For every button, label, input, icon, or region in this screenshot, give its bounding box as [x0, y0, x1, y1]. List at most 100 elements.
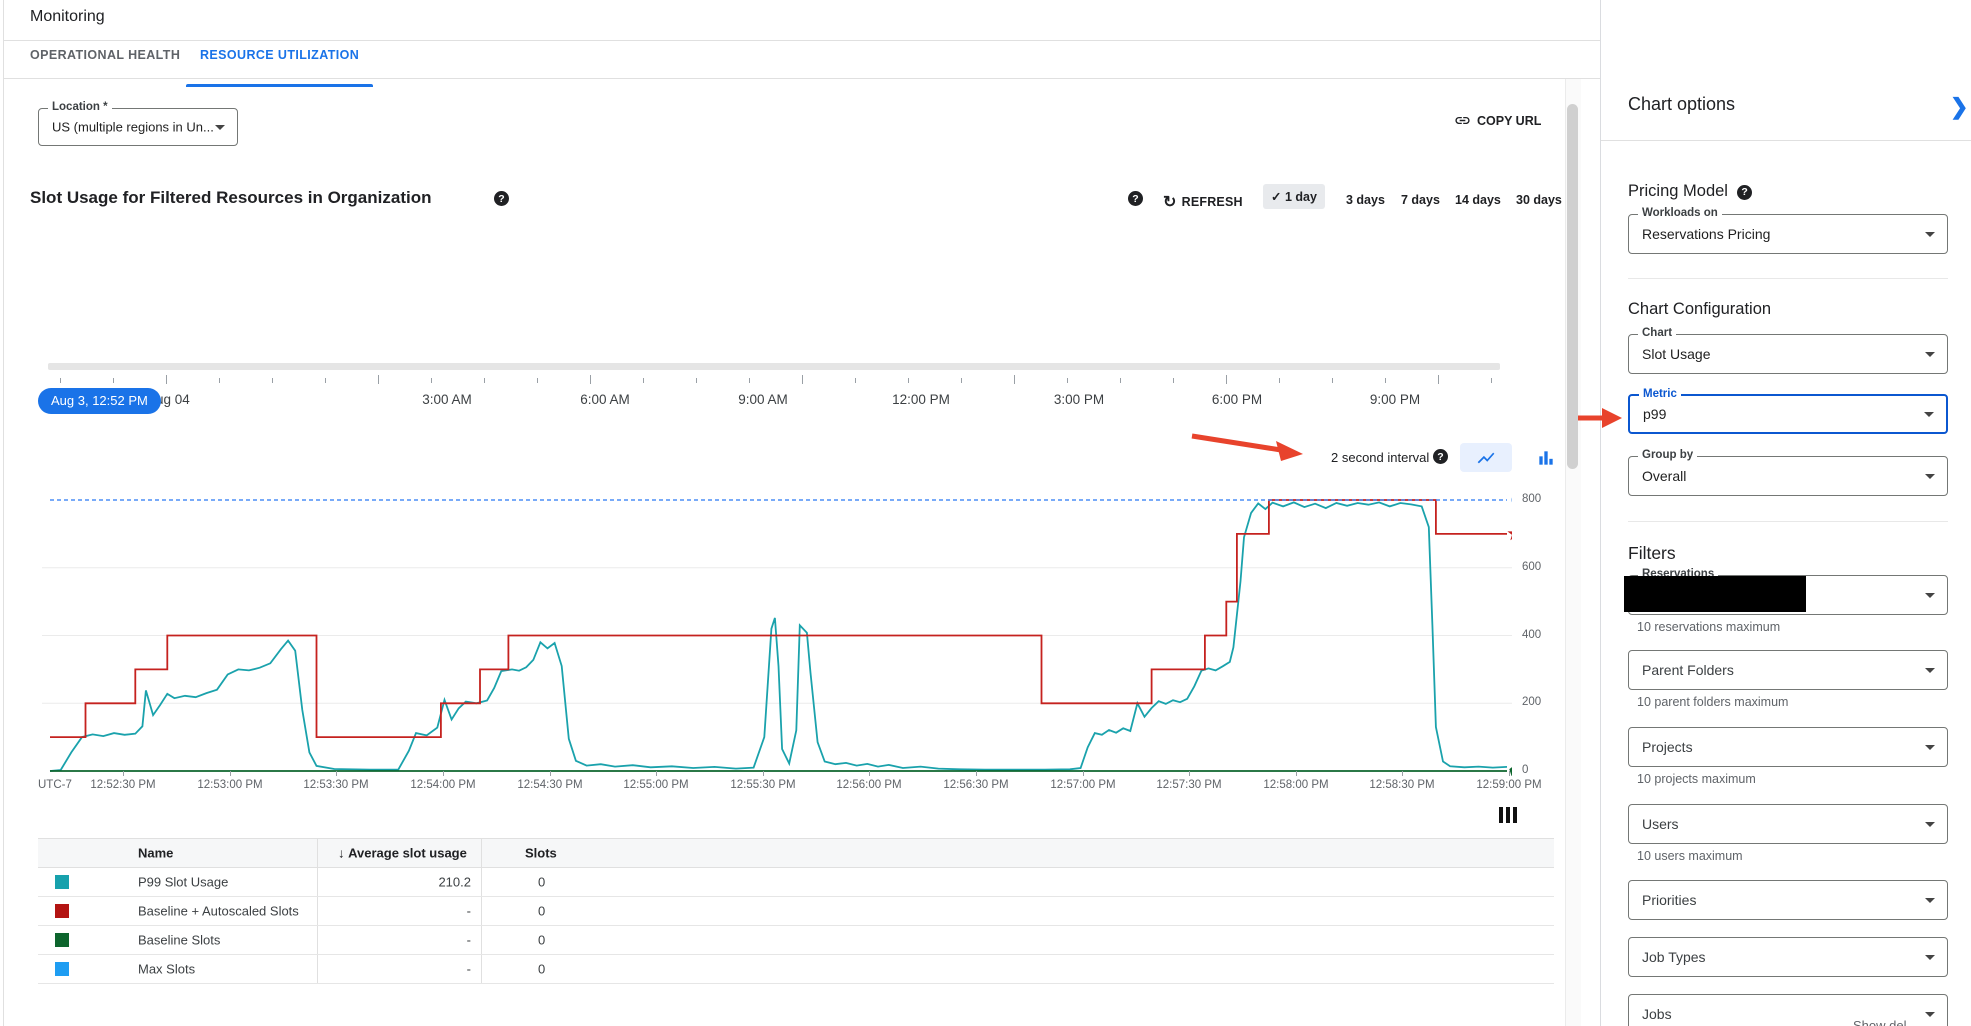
chevron-down-icon: [1925, 593, 1935, 598]
line-chart-icon: [1477, 452, 1495, 463]
filter-select-priorities[interactable]: Priorities: [1628, 880, 1948, 920]
panel-left-border: [1600, 0, 1601, 1026]
chevron-down-icon: [1925, 352, 1935, 357]
cell-name: P99 Slot Usage: [138, 874, 229, 890]
workloads-select[interactable]: Workloads on Reservations Pricing: [1628, 207, 1948, 254]
interval-help-icon[interactable]: ?: [1433, 449, 1448, 464]
timeline-position-chip[interactable]: Aug 3, 12:52 PM: [38, 388, 161, 414]
series-baseline-autoscaled-slots: [50, 499, 1507, 739]
interval-label: 2 second interval: [1331, 450, 1430, 465]
copy-url-label: COPY URL: [1477, 113, 1542, 128]
table-row[interactable]: P99 Slot Usage 210.2 0: [38, 868, 1554, 897]
cell-name: Max Slots: [138, 961, 196, 977]
range-30-days[interactable]: 30 days: [1516, 193, 1562, 207]
chevron-down-icon: [1925, 955, 1935, 960]
pricing-model-heading: Pricing Model ?: [1628, 182, 1753, 201]
x-axis-label-3: 12:54:00 PM: [410, 779, 476, 791]
refresh-button[interactable]: ↻ REFRESH: [1163, 192, 1243, 212]
timeline-brush[interactable]: [48, 363, 1500, 370]
chevron-down-icon: [1925, 898, 1935, 903]
chevron-down-icon: [1925, 668, 1935, 673]
chart-title: Slot Usage for Filtered Resources in Org…: [30, 188, 432, 207]
refresh-help-icon[interactable]: ?: [1128, 191, 1143, 206]
select-metric[interactable]: Metric p99: [1628, 388, 1948, 434]
chevron-down-icon: [1925, 232, 1935, 237]
table-row[interactable]: Baseline Slots - 0: [38, 926, 1554, 955]
columns-icon: [1499, 807, 1503, 823]
table-row[interactable]: Baseline + Autoscaled Slots - 0: [38, 897, 1554, 926]
x-axis-label-13: 12:59:00 PM: [1476, 779, 1542, 791]
range-14-days[interactable]: 14 days: [1455, 193, 1501, 207]
y-axis-label-200: 200: [1522, 696, 1542, 708]
range-3-days[interactable]: 3 days: [1346, 193, 1385, 207]
panel-collapse-chevron-icon[interactable]: ❯: [1950, 94, 1969, 119]
y-axis-label-400: 400: [1522, 629, 1542, 641]
x-axis-label-0: 12:52:30 PM: [90, 779, 156, 791]
cell-name: Baseline Slots: [138, 932, 221, 948]
tab-resource-utilization[interactable]: RESOURCE UTILIZATION: [186, 48, 374, 87]
filter-helper-reservations: 10 reservations maximum: [1637, 620, 1781, 634]
header-divider: [3, 40, 1600, 41]
location-label: Location *: [48, 101, 112, 113]
chevron-down-icon: [1925, 474, 1935, 479]
refresh-icon: ↻: [1163, 194, 1177, 211]
cell-average: 210.2: [438, 874, 471, 890]
filter-select-projects[interactable]: Projects: [1628, 727, 1948, 767]
x-axis-label-4: 12:54:30 PM: [517, 779, 583, 791]
refresh-label: REFRESH: [1181, 195, 1243, 209]
x-axis-label-12: 12:58:30 PM: [1369, 779, 1435, 791]
slot-usage-chart[interactable]: [42, 488, 1512, 788]
timeline-label-2: 6:00 AM: [580, 392, 630, 407]
column-header-name[interactable]: Name: [138, 845, 174, 861]
cell-slots: 0: [538, 961, 546, 977]
partial-bottom-text: Show del: [1853, 1018, 1907, 1026]
timeline-label-3: 9:00 AM: [738, 392, 788, 407]
pricing-help-icon[interactable]: ?: [1737, 184, 1753, 200]
timeline-label-7: 9:00 PM: [1369, 392, 1421, 407]
x-axis-corner-label: UTC-7: [38, 779, 72, 791]
y-axis-label-600: 600: [1522, 561, 1542, 573]
series-p99-slot-usage: [49, 501, 1508, 772]
cell-slots: 0: [538, 932, 546, 948]
page-left-border: [3, 0, 4, 1026]
x-axis-label-1: 12:53:00 PM: [197, 779, 263, 791]
bar-chart-toggle[interactable]: [1520, 443, 1572, 472]
table-header: Name ↓ Average slot usage Slots: [38, 838, 1554, 868]
filter-select-job-types[interactable]: Job Types: [1628, 937, 1948, 977]
location-select[interactable]: Location * US (multiple regions in Un...: [38, 101, 238, 146]
chevron-down-icon: [1925, 745, 1935, 750]
timeline-label-6: 6:00 PM: [1211, 392, 1263, 407]
legend-swatch: [55, 962, 69, 976]
x-axis-label-5: 12:55:00 PM: [623, 779, 689, 791]
chart-options-title: Chart options: [1628, 94, 1736, 114]
table-row[interactable]: Max Slots - 0: [38, 955, 1554, 984]
timeline-label-1: 3:00 AM: [422, 392, 472, 407]
filter-helper-parent-folders: 10 parent folders maximum: [1637, 695, 1789, 709]
line-chart-toggle[interactable]: [1460, 443, 1512, 472]
main-scrollbar-thumb[interactable]: [1567, 104, 1578, 469]
page-title: Monitoring: [30, 8, 105, 25]
chevron-down-icon: [215, 125, 225, 130]
filter-select-users[interactable]: Users: [1628, 804, 1948, 844]
column-header-average[interactable]: ↓ Average slot usage: [338, 845, 467, 861]
select-chart[interactable]: Chart Slot Usage: [1628, 327, 1948, 374]
filter-helper-users: 10 users maximum: [1637, 849, 1743, 863]
filters-heading: Filters: [1628, 543, 1676, 563]
x-axis-label-9: 12:57:00 PM: [1050, 779, 1116, 791]
tab-operational-health[interactable]: OPERATIONAL HEALTH: [30, 48, 181, 62]
x-axis-label-8: 12:56:30 PM: [943, 779, 1009, 791]
cell-average: -: [466, 903, 471, 919]
chart-title-help-icon[interactable]: ?: [494, 191, 509, 206]
filter-select-parent-folders[interactable]: Parent Folders: [1628, 650, 1948, 690]
range-7-days[interactable]: 7 days: [1401, 193, 1440, 207]
select-group-by[interactable]: Group by Overall: [1628, 449, 1948, 496]
chevron-down-icon: [1925, 822, 1935, 827]
timeline-label-5: 3:00 PM: [1053, 392, 1105, 407]
range-1-day[interactable]: ✓ 1 day: [1263, 184, 1325, 209]
column-header-slots[interactable]: Slots: [525, 845, 557, 861]
table-columns-button[interactable]: [1499, 807, 1517, 823]
cell-average: -: [466, 932, 471, 948]
filter-select-jobs[interactable]: Jobs: [1628, 994, 1948, 1026]
copy-url-button[interactable]: COPY URL: [1454, 112, 1541, 129]
